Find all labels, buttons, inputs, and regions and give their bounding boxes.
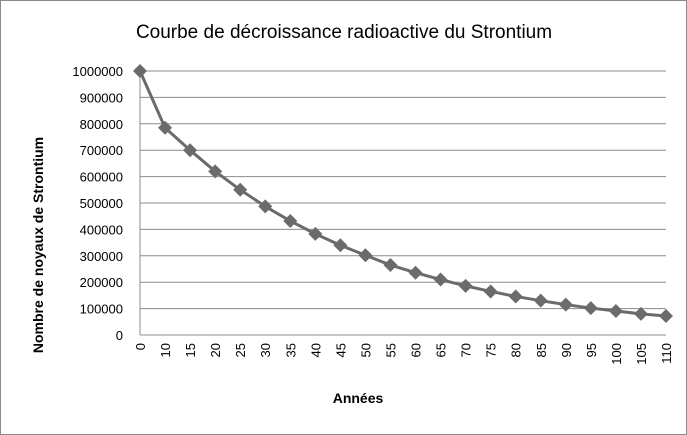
y-tick-label: 0 [116,328,123,343]
x-tick-label: 80 [509,343,524,357]
y-tick-label: 300000 [80,249,123,264]
y-tick-label: 900000 [80,90,123,105]
data-point [508,289,523,304]
y-tick-label: 700000 [80,143,123,158]
x-tick-label: 10 [158,343,173,357]
data-point [283,213,298,228]
x-tick-label: 45 [333,343,348,357]
data-point [583,301,598,316]
data-point [533,293,548,308]
y-tick-label: 100000 [80,302,123,317]
x-tick-label: 50 [358,343,373,357]
data-point [383,258,398,273]
data-point [183,143,198,158]
x-tick-label: 40 [308,343,323,357]
y-tick-label: 600000 [80,170,123,185]
y-tick-label: 200000 [80,275,123,290]
data-point [158,120,173,135]
x-tick-label: 15 [183,343,198,357]
chart-title: Courbe de décroissance radioactive du St… [136,22,552,43]
x-tick-label: 70 [459,343,474,357]
data-point [483,284,498,299]
x-tick-label: 55 [383,343,398,357]
data-point [258,199,273,214]
x-tick-label: 35 [283,343,298,357]
x-tick-label: 20 [208,343,223,357]
data-point [208,164,223,179]
y-tick-label: 800000 [80,117,123,132]
data-point [433,272,448,287]
data-point [133,64,147,78]
x-tick-label: 105 [634,343,649,365]
x-tick-label: 110 [659,343,674,364]
x-tick-label: 60 [409,343,424,357]
series-line [138,70,667,318]
y-axis-title: Nombre de noyaux de Strontium [30,137,46,353]
x-axis-title: Années [333,390,384,406]
data-point [308,226,323,241]
x-tick-label: 75 [484,343,499,357]
data-point [358,248,373,263]
y-tick-label: 400000 [80,222,123,237]
data-point [458,278,473,293]
x-tick-label: 65 [434,343,449,357]
x-tick-label: 95 [584,343,599,357]
data-point [333,238,348,253]
x-tick-label: 100 [609,343,624,365]
data-point [233,182,248,197]
x-tick-label: 85 [534,343,549,357]
x-tick-label: 30 [258,343,273,357]
x-tick-label: 25 [233,343,248,357]
data-point [608,303,623,318]
data-point [659,308,673,323]
y-tick-label: 500000 [80,196,123,211]
x-tick-label: 90 [559,343,574,357]
y-tick-label: 1000000 [72,64,123,79]
data-point [633,306,648,321]
data-point [408,265,423,280]
data-point [558,297,573,312]
x-tick-label: 0 [133,343,148,350]
